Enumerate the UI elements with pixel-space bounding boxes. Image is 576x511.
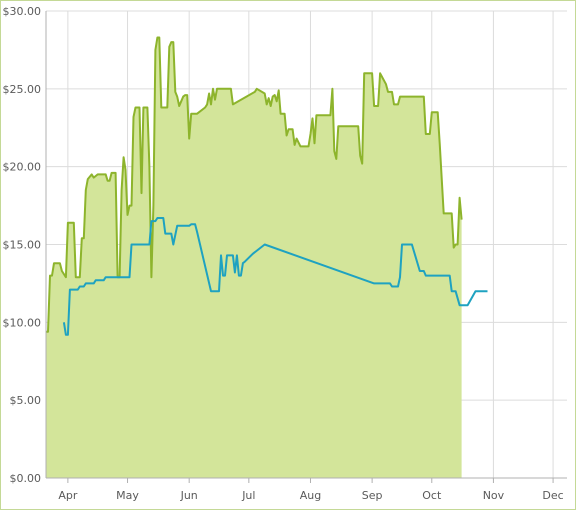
- x-tick-label: Oct: [422, 489, 442, 502]
- x-tick-label: Aug: [300, 489, 321, 502]
- y-tick-label: $10.00: [3, 316, 42, 329]
- x-tick-label: Apr: [58, 489, 78, 502]
- x-tick-label: Dec: [542, 489, 563, 502]
- x-tick-label: Sep: [362, 489, 383, 502]
- y-tick-label: $25.00: [3, 83, 42, 96]
- line-layer: [46, 36, 488, 336]
- series-0-line: [46, 36, 463, 333]
- series-0-area: [46, 37, 462, 478]
- y-tick-label: $20.00: [3, 161, 42, 174]
- y-tick-label: $15.00: [3, 239, 42, 252]
- y-tick-label: $0.00: [10, 472, 42, 485]
- x-tick-label: Jul: [241, 489, 255, 502]
- x-tick-label: Jun: [180, 489, 198, 502]
- x-tick-label: Nov: [483, 489, 505, 502]
- y-tick-label: $5.00: [10, 394, 42, 407]
- y-tick-label: $30.00: [3, 5, 42, 18]
- x-tick-label: May: [116, 489, 139, 502]
- axis-layer: $0.00 $5.00 $10.00 $15.00 $20.00 $25.00 $30.00…: [3, 5, 567, 502]
- area-layer: [46, 37, 462, 478]
- series-1-line: [62, 217, 488, 336]
